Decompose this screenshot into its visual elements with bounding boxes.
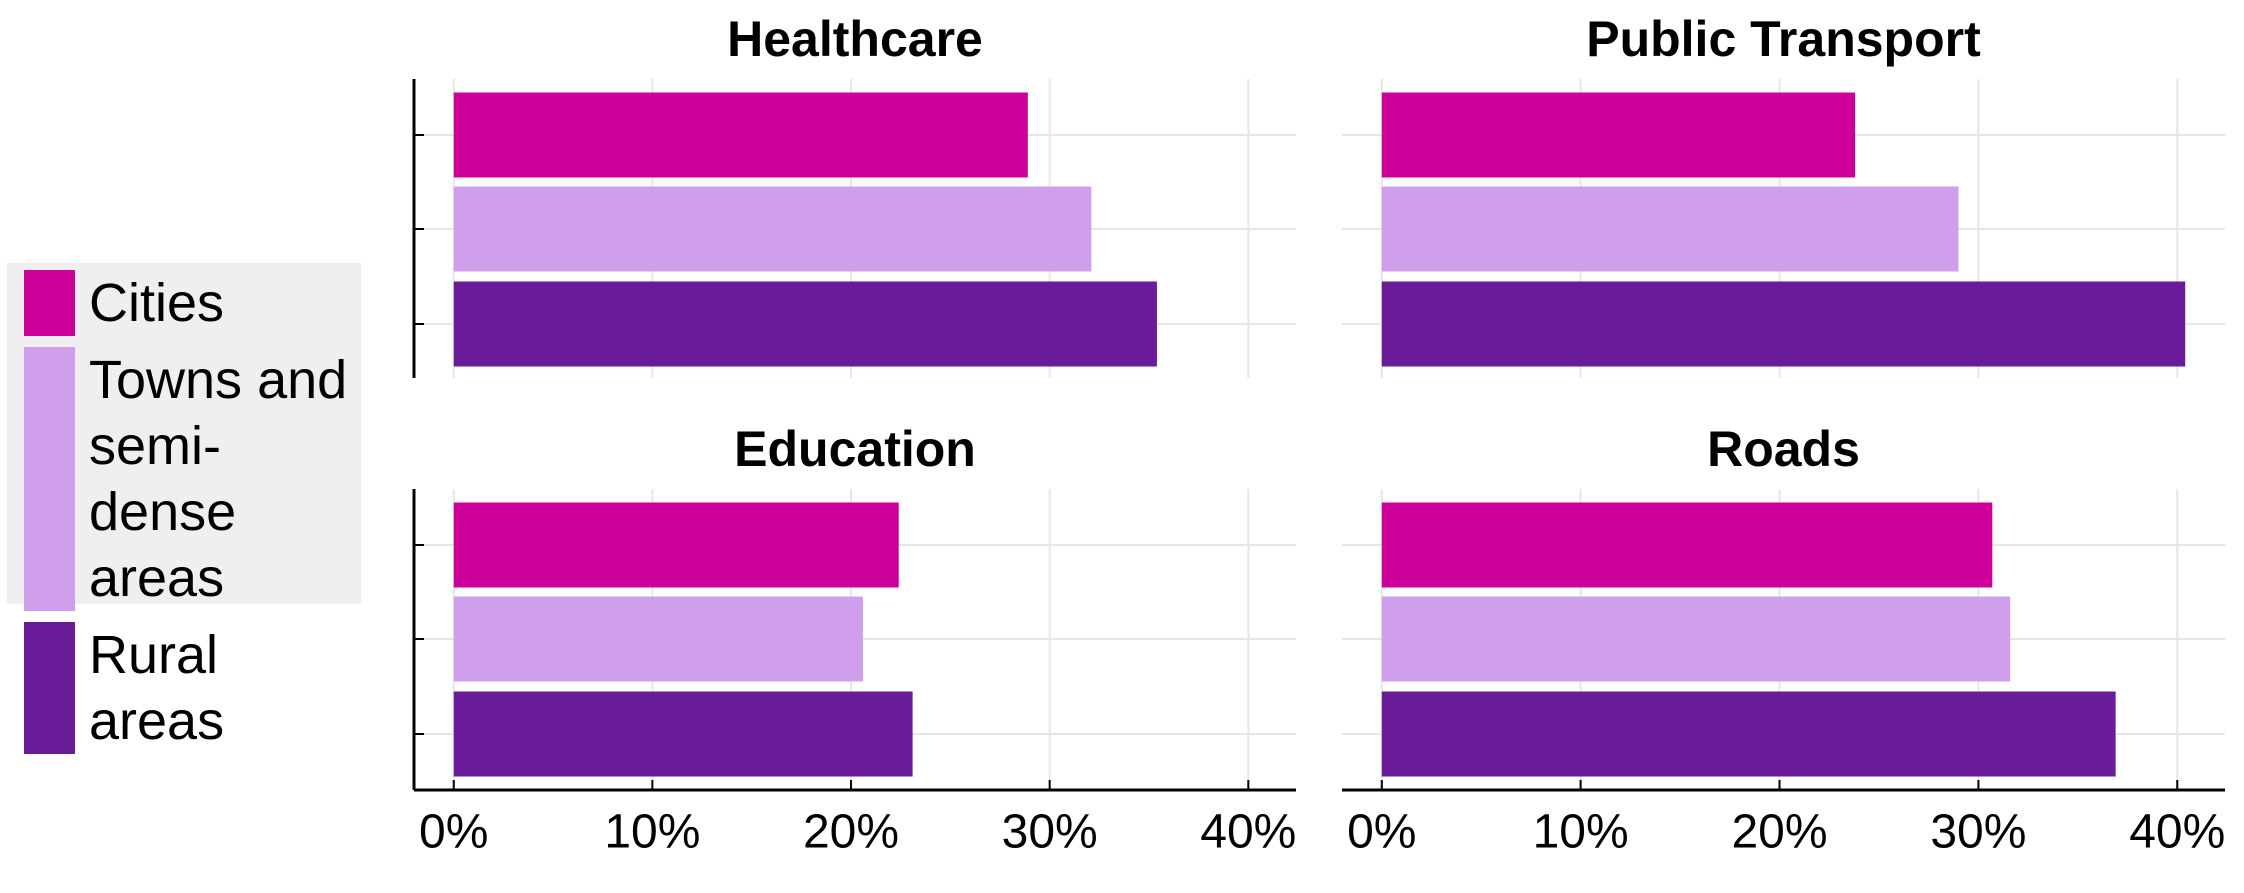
panel-title: Public Transport xyxy=(1586,11,1981,67)
bar xyxy=(453,281,1157,367)
x-tick-label: 20% xyxy=(1731,806,1827,859)
x-tick-label: 40% xyxy=(2129,806,2225,859)
legend-entry: Rural areas xyxy=(24,622,361,754)
legend-label: Rural areas xyxy=(89,625,225,751)
bar xyxy=(1381,596,2011,682)
legend-swatch xyxy=(24,622,75,754)
bar xyxy=(453,502,899,588)
legend-swatch xyxy=(24,270,75,336)
legend-label: Cities xyxy=(89,273,225,333)
bar xyxy=(1381,92,1856,178)
x-tick-label: 10% xyxy=(1533,806,1629,859)
panel-title: Roads xyxy=(1707,421,1860,477)
legend-entry: Towns and semi-dense areas xyxy=(24,347,361,611)
bar xyxy=(453,92,1028,178)
x-tick-label: 20% xyxy=(803,806,899,859)
bar xyxy=(1381,691,2116,777)
panel-title: Healthcare xyxy=(727,11,983,67)
bar xyxy=(1381,281,2186,367)
bar xyxy=(1381,186,1959,272)
legend-entry: Cities xyxy=(24,270,361,336)
x-tick-label: 0% xyxy=(419,806,488,859)
x-tick-label: 30% xyxy=(1930,806,2026,859)
panel-title: Education xyxy=(734,421,976,477)
bar xyxy=(453,596,863,682)
legend-swatch xyxy=(24,347,75,611)
bar xyxy=(453,691,913,777)
x-tick-label: 10% xyxy=(604,806,700,859)
bar xyxy=(453,186,1092,272)
x-tick-label: 0% xyxy=(1347,806,1416,859)
x-tick-label: 40% xyxy=(1200,806,1296,859)
bar xyxy=(1381,502,1993,588)
legend-label: Towns and semi-dense areas xyxy=(89,350,348,608)
x-tick-label: 30% xyxy=(1002,806,1098,859)
legend: Cities Towns and semi-dense areas Rural ar… xyxy=(7,263,361,754)
